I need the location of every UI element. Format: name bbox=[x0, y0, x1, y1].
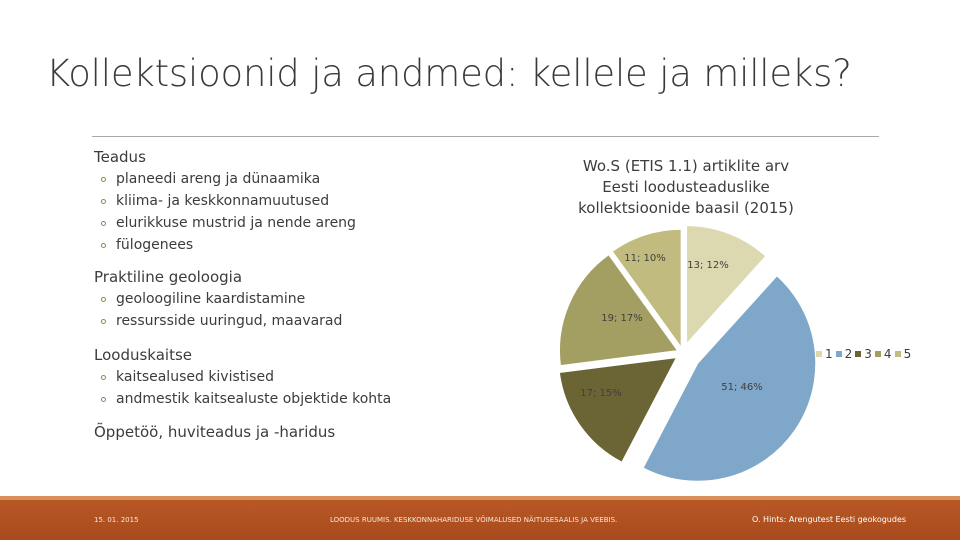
legend-label: 3 bbox=[864, 347, 872, 361]
bullet-item: planeedi areng ja dünaamika bbox=[94, 168, 356, 190]
legend-item-3: 3 bbox=[855, 347, 872, 361]
legend-swatch bbox=[874, 351, 881, 357]
legend-swatch bbox=[894, 351, 901, 357]
legend-item-4: 4 bbox=[874, 347, 892, 361]
legend-swatch bbox=[835, 351, 842, 357]
bullet-list: planeedi areng ja dünaamika kliima- ja k… bbox=[94, 168, 356, 256]
chart-title-line: Eesti loodusteaduslike bbox=[602, 178, 770, 196]
footer-bar: 15. 01. 2015 LOODUS RUUMIS. KESKKONNAHAR… bbox=[0, 496, 960, 540]
legend-label: 2 bbox=[844, 347, 853, 361]
section-heading: Teadus bbox=[94, 148, 146, 166]
pie-slice-2 bbox=[642, 275, 817, 482]
legend-swatch bbox=[816, 351, 822, 357]
legend-item-5: 5 bbox=[894, 347, 912, 361]
legend-label: 5 bbox=[903, 347, 912, 361]
bullet-item: geoloogiline kaardistamine bbox=[94, 288, 342, 310]
bullet-item: elurikkuse mustrid ja nende areng bbox=[94, 212, 356, 234]
legend-item-2: 2 bbox=[835, 347, 853, 361]
section-teadus: Teadus planeedi areng ja dünaamika kliim… bbox=[94, 147, 514, 253]
legend-swatch bbox=[855, 351, 862, 357]
pie-data-label-1: 13; 12% bbox=[687, 260, 729, 271]
footer-date: 15. 01. 2015 bbox=[94, 516, 139, 524]
pie-data-label-4: 19; 17% bbox=[601, 313, 643, 324]
section-heading: Looduskaitse bbox=[94, 346, 192, 364]
slide-title: Kollektsioonid ja andmed: kellele ja mil… bbox=[46, 52, 852, 95]
bullet-item: andmestik kaitsealuste objektide kohta bbox=[94, 388, 391, 410]
pie-slice-4 bbox=[559, 254, 679, 367]
legend-label: 4 bbox=[883, 347, 892, 361]
bullet-list: geoloogiline kaardistamine ressursside u… bbox=[94, 288, 342, 332]
footer-accent-line bbox=[0, 496, 960, 500]
pie-data-label-3: 17; 15% bbox=[580, 388, 622, 399]
bullet-item: fülogenees bbox=[94, 234, 356, 256]
pie-slice-3 bbox=[558, 356, 678, 463]
bullet-list: kaitsealused kivistised andmestik kaitse… bbox=[94, 366, 391, 410]
pie-slice-5 bbox=[611, 228, 682, 349]
section-looduskaitse: Looduskaitse kaitsealused kivistised and… bbox=[94, 345, 514, 407]
bullet-item: kliima- ja keskkonnamuutused bbox=[94, 190, 356, 212]
section-praktiline-geoloogia: Praktiline geoloogia geoloogiline kaardi… bbox=[94, 267, 514, 329]
bullet-item: ressursside uuringud, maavarad bbox=[94, 310, 342, 332]
legend-item-1: 1 bbox=[816, 347, 833, 361]
section-heading: Praktiline geoloogia bbox=[94, 268, 243, 286]
chart-title-line: Wo.S (ETIS 1.1) artiklite arv bbox=[582, 157, 790, 175]
section-oppetoo: Õppetöö, huviteadus ja -haridus bbox=[94, 422, 514, 442]
pie-data-label-5: 11; 10% bbox=[624, 253, 666, 264]
section-heading: Õppetöö, huviteadus ja -haridus bbox=[94, 423, 336, 441]
pie-slice-1 bbox=[686, 225, 767, 345]
title-divider bbox=[92, 136, 879, 137]
pie-data-label-2: 51; 46% bbox=[721, 382, 763, 393]
bullet-item: kaitsealused kivistised bbox=[94, 366, 391, 388]
legend-label: 1 bbox=[825, 347, 833, 361]
footer-author: O. Hints: Arengutest Eesti geokogudes bbox=[752, 515, 907, 524]
footer-caption: LOODUS RUUMIS. KESKKONNAHARIDUSE VÕIMALU… bbox=[330, 516, 618, 524]
chart-title-line: kollektsioonide baasil (2015) bbox=[578, 199, 794, 217]
chart-title: Wo.S (ETIS 1.1) artiklite arv Eesti lood… bbox=[556, 156, 816, 219]
